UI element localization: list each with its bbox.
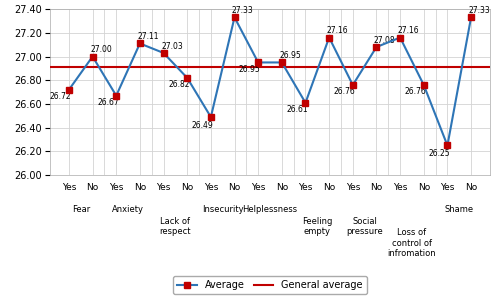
Text: 27.16: 27.16 bbox=[398, 26, 419, 35]
Text: 26.76: 26.76 bbox=[334, 88, 355, 96]
Text: Anxiety: Anxiety bbox=[112, 205, 144, 214]
Text: 27.33: 27.33 bbox=[232, 6, 254, 15]
Text: Fear: Fear bbox=[72, 205, 90, 214]
Text: 26.67: 26.67 bbox=[97, 98, 119, 107]
Text: Loss of
control of
infromation: Loss of control of infromation bbox=[388, 228, 436, 258]
Text: 27.03: 27.03 bbox=[161, 41, 183, 50]
Text: 27.11: 27.11 bbox=[138, 32, 159, 41]
Text: Insecurity: Insecurity bbox=[202, 205, 243, 214]
Text: 26.61: 26.61 bbox=[286, 105, 308, 114]
Text: 27.33: 27.33 bbox=[468, 6, 490, 15]
Text: 26.76: 26.76 bbox=[404, 88, 426, 96]
Text: 26.49: 26.49 bbox=[192, 121, 214, 130]
Text: 27.00: 27.00 bbox=[90, 45, 112, 54]
Legend: Average, General average: Average, General average bbox=[174, 276, 366, 294]
Text: Lack of
respect: Lack of respect bbox=[160, 217, 191, 236]
Text: 27.16: 27.16 bbox=[326, 26, 348, 35]
Text: 26.82: 26.82 bbox=[168, 80, 190, 89]
Text: Helplessness: Helplessness bbox=[242, 205, 298, 214]
Text: Shame: Shame bbox=[444, 205, 474, 214]
Text: 26.72: 26.72 bbox=[50, 92, 72, 101]
Text: 26.25: 26.25 bbox=[428, 149, 450, 158]
Text: 26.95: 26.95 bbox=[239, 65, 260, 74]
Text: 26.95: 26.95 bbox=[280, 51, 301, 60]
Text: Feeling
empty: Feeling empty bbox=[302, 217, 332, 236]
Text: 27.08: 27.08 bbox=[374, 36, 396, 45]
Text: Social
pressure: Social pressure bbox=[346, 217, 383, 236]
